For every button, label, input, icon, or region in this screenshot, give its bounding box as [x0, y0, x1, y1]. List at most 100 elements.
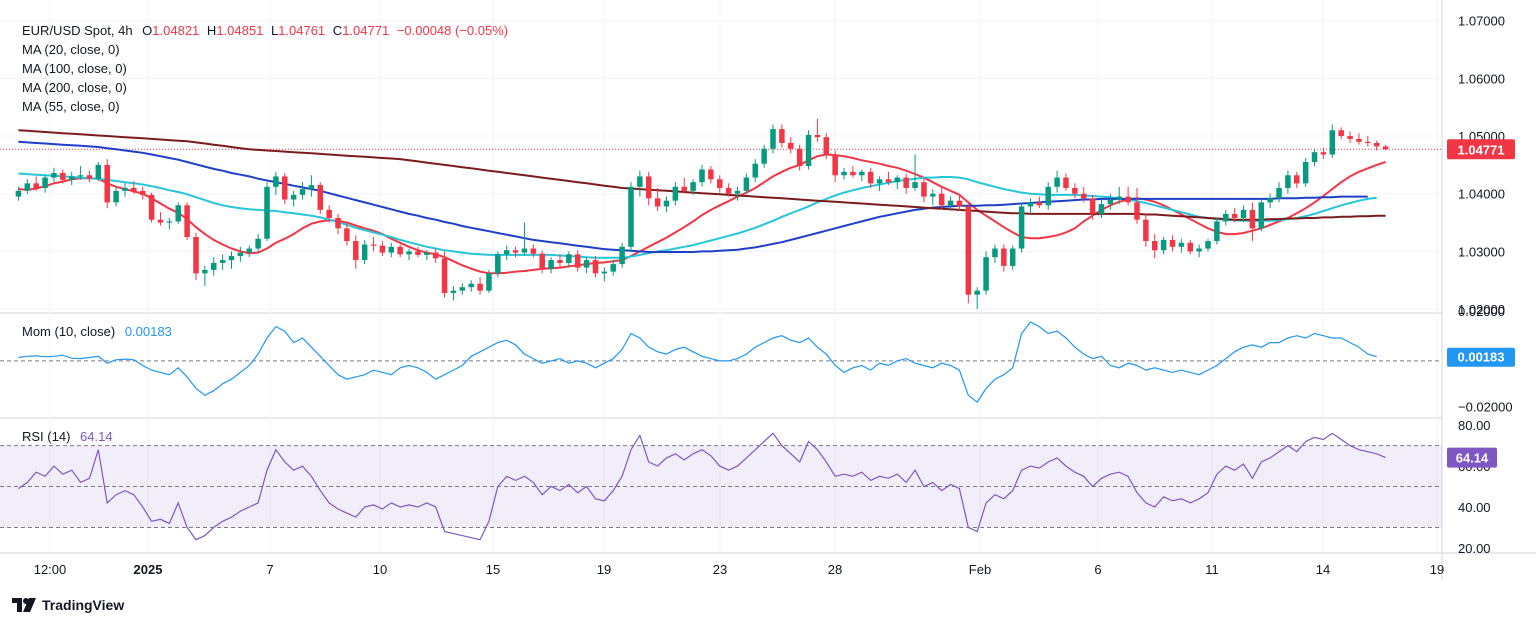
candle-body: [441, 258, 448, 293]
candle-body: [24, 183, 31, 191]
rsi-legend: RSI (14) 64.14: [22, 427, 113, 446]
candle-body: [1302, 162, 1309, 184]
candle-body: [1338, 130, 1344, 137]
price-tick-label: 1.03000: [1458, 244, 1505, 259]
candle-body: [299, 189, 306, 195]
candle-body: [353, 241, 359, 261]
indicator-lines: [18, 321, 1386, 541]
price-badge: [1447, 139, 1515, 160]
candle-body: [1001, 248, 1007, 266]
candle-body: [273, 176, 279, 187]
price-tick-label: 0.02000: [1458, 304, 1505, 319]
ma55-legend[interactable]: MA (55, close, 0): [22, 99, 120, 114]
candle-body: [717, 179, 723, 188]
candle-body: [1072, 187, 1078, 194]
time-tick-label: 10: [373, 562, 387, 577]
candle-body: [202, 269, 208, 274]
momentum-legend: Mom (10, close) 0.00183: [22, 322, 172, 341]
candle-body: [1231, 213, 1238, 218]
candle-body: [1107, 199, 1114, 205]
ma20-legend[interactable]: MA (20, close, 0): [22, 42, 120, 57]
ma200-legend[interactable]: MA (200, close, 0): [22, 80, 127, 95]
symbol-label[interactable]: EUR/USD Spot, 4h: [22, 23, 133, 38]
candle-body: [850, 171, 856, 176]
high-label: H: [206, 23, 217, 38]
candle-body: [539, 253, 545, 269]
open-label: O: [142, 23, 153, 38]
rsi-badge-label: 64.14: [1456, 451, 1489, 466]
time-tick-label: 19: [597, 562, 611, 577]
candle-body: [770, 129, 776, 149]
candle-body: [663, 200, 670, 207]
candle-body: [1169, 239, 1176, 247]
candle-body: [814, 134, 821, 138]
rsi-title[interactable]: RSI (14): [22, 429, 71, 444]
candle-body: [983, 257, 989, 291]
momentum-value: 0.00183: [124, 324, 172, 339]
candle-body: [832, 154, 838, 176]
candle-body: [1276, 187, 1282, 199]
candle-body: [743, 177, 750, 191]
candle-body: [255, 238, 261, 249]
tradingview-logo-icon: [12, 598, 36, 612]
candle-body: [921, 182, 927, 197]
time-tick-label: 15: [486, 562, 500, 577]
candle-body: [361, 244, 368, 261]
candle-body: [388, 246, 395, 253]
candle-body: [1267, 198, 1273, 203]
candle-body: [885, 179, 892, 183]
momentum-badge: [1447, 347, 1515, 367]
candle-body: [51, 172, 57, 178]
candle-body: [1205, 241, 1211, 249]
candle-body: [548, 260, 554, 269]
candle-body: [1373, 142, 1380, 147]
momentum-badge-label: 0.00183: [1458, 350, 1505, 365]
candle-body: [530, 248, 537, 254]
ma55-line: [18, 172, 1377, 259]
candle-body: [1080, 193, 1087, 199]
candle-body: [335, 217, 341, 229]
candle-body: [139, 190, 146, 195]
candle-body: [610, 264, 616, 272]
ohlc-row: EUR/USD Spot, 4h O1.04821 H1.04851 L1.04…: [22, 21, 508, 40]
candle-body: [1356, 138, 1362, 142]
candle-body: [1160, 239, 1167, 251]
candle-body: [690, 182, 696, 191]
candle-body: [557, 260, 563, 263]
candle-body: [459, 287, 466, 291]
candle-body: [60, 172, 66, 180]
candle-body: [157, 219, 164, 223]
tradingview-logo[interactable]: TradingView: [12, 597, 124, 613]
candle-body: [486, 273, 492, 291]
high-value: 1.04851: [216, 23, 264, 38]
candle-body: [1382, 146, 1389, 150]
candle-body: [148, 194, 155, 220]
time-tick-label: 2025: [134, 562, 163, 577]
time-tick-label: 28: [828, 562, 842, 577]
candle-body: [1134, 202, 1140, 220]
candle-body: [415, 251, 421, 255]
candle-body: [282, 176, 288, 200]
ma100-legend[interactable]: MA (100, close, 0): [22, 61, 127, 76]
candle-body: [86, 175, 93, 179]
candle-body: [264, 186, 270, 239]
candle-body: [495, 254, 501, 274]
candle-body: [1116, 196, 1122, 200]
candle-body: [237, 252, 244, 257]
low-label: L: [270, 23, 279, 38]
rsi-badge: [1447, 447, 1497, 468]
value-badges: 1.04771 0.00183 64.14: [1447, 139, 1515, 468]
candle-body: [210, 262, 217, 270]
candle-body: [654, 198, 661, 207]
candle-body: [956, 200, 963, 207]
price-tick-label: 1.06000: [1458, 71, 1505, 86]
candle-body: [1143, 219, 1149, 242]
momentum-title[interactable]: Mom (10, close): [22, 324, 116, 339]
candle-body: [1223, 213, 1229, 222]
candle-body: [734, 190, 741, 194]
candle-body: [601, 271, 608, 274]
candle-body: [1125, 196, 1131, 203]
price-badge-label: 1.04771: [1458, 142, 1505, 157]
candle-body: [903, 177, 909, 188]
candle-body: [974, 290, 980, 295]
